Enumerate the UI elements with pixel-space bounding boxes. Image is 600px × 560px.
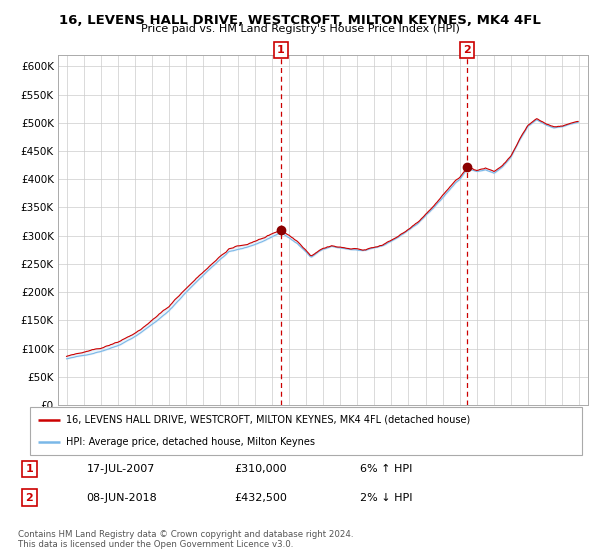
Text: 1: 1 [26, 464, 33, 474]
Text: 2: 2 [463, 45, 471, 55]
Text: £432,500: £432,500 [235, 493, 287, 503]
Text: 2: 2 [26, 493, 33, 503]
Text: 17-JUL-2007: 17-JUL-2007 [86, 464, 155, 474]
Text: 1: 1 [277, 45, 285, 55]
Text: £310,000: £310,000 [235, 464, 287, 474]
Text: 16, LEVENS HALL DRIVE, WESTCROFT, MILTON KEYNES, MK4 4FL (detached house): 16, LEVENS HALL DRIVE, WESTCROFT, MILTON… [66, 415, 470, 425]
Text: 2% ↓ HPI: 2% ↓ HPI [360, 493, 413, 503]
Text: 08-JUN-2018: 08-JUN-2018 [86, 493, 157, 503]
FancyBboxPatch shape [30, 407, 582, 455]
Text: HPI: Average price, detached house, Milton Keynes: HPI: Average price, detached house, Milt… [66, 437, 315, 447]
Text: 16, LEVENS HALL DRIVE, WESTCROFT, MILTON KEYNES, MK4 4FL: 16, LEVENS HALL DRIVE, WESTCROFT, MILTON… [59, 14, 541, 27]
Text: Contains HM Land Registry data © Crown copyright and database right 2024.
This d: Contains HM Land Registry data © Crown c… [18, 530, 353, 549]
Text: Price paid vs. HM Land Registry's House Price Index (HPI): Price paid vs. HM Land Registry's House … [140, 24, 460, 34]
Text: 6% ↑ HPI: 6% ↑ HPI [360, 464, 412, 474]
